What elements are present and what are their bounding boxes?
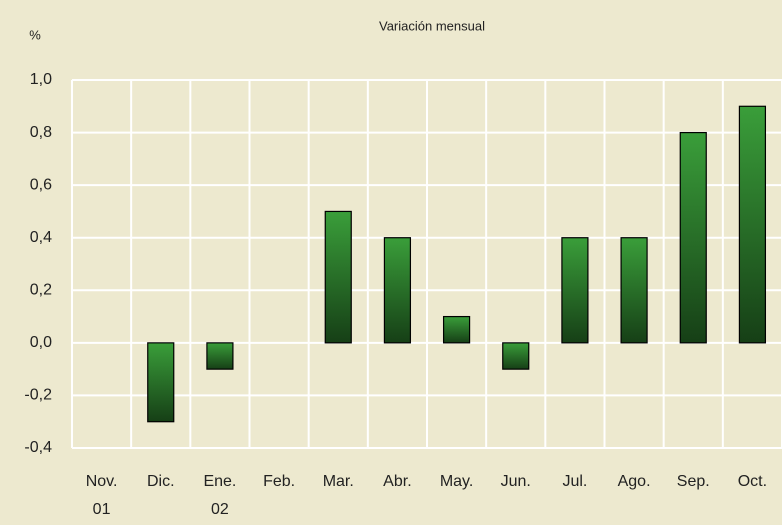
x-tick-label: Nov. 01 <box>86 473 118 518</box>
x-tick-label-line: Abr. <box>383 473 411 490</box>
chart-title: Variación mensual <box>379 18 485 33</box>
y-tick-label: 0,2 <box>30 282 52 299</box>
x-tick-label: Abr. <box>383 473 411 490</box>
x-tick-label: Feb. <box>263 473 295 490</box>
y-axis-label: % <box>29 27 41 42</box>
x-tick-label: Dic. <box>147 473 175 490</box>
bar <box>442 315 471 344</box>
bar <box>738 105 767 344</box>
x-tick-label-line: Nov. <box>86 473 118 490</box>
x-tick-label-line: Jul. <box>562 473 587 490</box>
y-tick-label: 0,8 <box>30 124 52 141</box>
x-tick-label-line: 01 <box>93 501 111 518</box>
x-tick-label: Jun. <box>501 473 531 490</box>
x-tick-label-line: Ago. <box>618 473 651 490</box>
x-tick-label: Sep. <box>677 473 710 490</box>
x-tick-label-line: Sep. <box>677 473 710 490</box>
x-tick-label-line: May. <box>440 473 473 490</box>
bar <box>206 342 234 370</box>
x-tick-label-line: Dic. <box>147 473 175 490</box>
x-tick-label-line: Oct. <box>738 473 767 490</box>
y-tick-label: 1,0 <box>30 71 52 88</box>
x-tick-label-line: 02 <box>211 501 229 518</box>
bar <box>502 342 530 370</box>
x-tick-label-line: Mar. <box>323 473 354 490</box>
y-tick-label: 0,4 <box>30 229 52 246</box>
bar <box>324 210 352 344</box>
bar <box>147 342 175 423</box>
x-tick-label-line: Feb. <box>263 473 295 490</box>
x-tick-label: Jul. <box>562 473 587 490</box>
x-tick-label-line: Jun. <box>501 473 531 490</box>
y-tick-label: 0,6 <box>30 176 52 193</box>
bar <box>620 237 648 344</box>
x-tick-label: Ene. 02 <box>203 473 236 518</box>
x-tick-label: Mar. <box>323 473 354 490</box>
x-tick-label: May. <box>440 473 473 490</box>
bar <box>679 131 707 344</box>
bar <box>561 237 589 344</box>
y-tick-label: 0,0 <box>30 334 52 351</box>
y-tick-label: -0,4 <box>24 439 52 456</box>
y-tick-label: -0,2 <box>24 387 52 404</box>
x-tick-label: Ago. <box>618 473 651 490</box>
x-tick-label: Oct. <box>738 473 767 490</box>
x-tick-label-line: Ene. <box>203 473 236 490</box>
bar <box>383 237 412 344</box>
